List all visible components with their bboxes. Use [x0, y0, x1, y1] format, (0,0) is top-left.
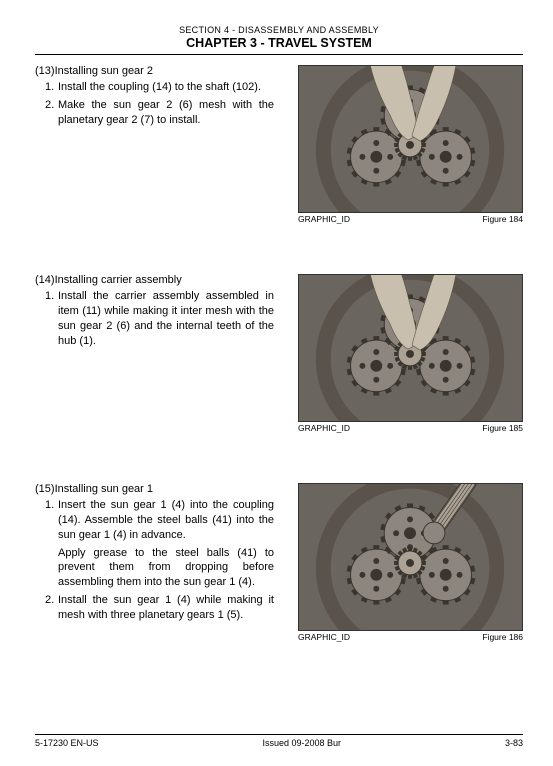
figure-photo — [298, 65, 523, 213]
step-number: (13) — [35, 65, 55, 77]
step-list: 1.Install the coupling (14) to the shaft… — [35, 80, 274, 128]
footer-right: 3-83 — [505, 738, 523, 748]
figure-number: Figure 186 — [482, 632, 523, 642]
footer-center: Issued 09-2008 Bur — [262, 738, 341, 748]
list-number: 1. — [45, 498, 58, 590]
step-heading: (15)Installing sun gear 1 — [35, 483, 274, 495]
chapter-label: CHAPTER 3 - TRAVEL SYSTEM — [35, 36, 523, 50]
list-text: Insert the sun gear 1 (4) into the coupl… — [58, 498, 274, 590]
figure-caption-row: GRAPHIC_ID Figure 186 — [298, 632, 523, 642]
graphic-id: GRAPHIC_ID — [298, 214, 350, 224]
step-heading: (14)Installing carrier assembly — [35, 274, 274, 286]
step-number: (14) — [35, 274, 55, 286]
figure-photo — [298, 274, 523, 422]
list-item: 2.Install the sun gear 1 (4) while makin… — [45, 593, 274, 623]
list-number: 2. — [45, 593, 58, 623]
list-number: 2. — [45, 98, 58, 128]
list-text: Install the coupling (14) to the shaft (… — [58, 80, 274, 95]
list-number: 1. — [45, 80, 58, 95]
step-title: Installing sun gear 2 — [55, 65, 153, 77]
step-number: (15) — [35, 483, 55, 495]
step-list: 1.Insert the sun gear 1 (4) into the cou… — [35, 498, 274, 623]
graphic-id: GRAPHIC_ID — [298, 632, 350, 642]
list-text: Make the sun gear 2 (6) mesh with the pl… — [58, 98, 274, 128]
step-heading: (13)Installing sun gear 2 — [35, 65, 274, 77]
list-text: Install the carrier assembly assembled i… — [58, 289, 274, 348]
page-footer: 5-17230 EN-US Issued 09-2008 Bur 3-83 — [35, 734, 523, 748]
list-number: 1. — [45, 289, 58, 348]
footer-left: 5-17230 EN-US — [35, 738, 99, 748]
figure-photo — [298, 483, 523, 631]
list-text: Install the sun gear 1 (4) while making … — [58, 593, 274, 623]
step-title: Installing carrier assembly — [55, 274, 182, 286]
list-item: 1.Install the coupling (14) to the shaft… — [45, 80, 274, 95]
header-rule — [35, 54, 523, 55]
figure-caption-row: GRAPHIC_ID Figure 184 — [298, 214, 523, 224]
list-item: 1.Insert the sun gear 1 (4) into the cou… — [45, 498, 274, 590]
figure-number: Figure 184 — [482, 214, 523, 224]
step-title: Installing sun gear 1 — [55, 483, 153, 495]
instruction-block: (15)Installing sun gear 1 1.Insert the su… — [35, 483, 523, 642]
list-item: 2.Make the sun gear 2 (6) mesh with the … — [45, 98, 274, 128]
figure-number: Figure 185 — [482, 423, 523, 433]
instruction-block: (14)Installing carrier assembly1.Install… — [35, 274, 523, 433]
list-item: 1.Install the carrier assembly assembled… — [45, 289, 274, 348]
figure-caption-row: GRAPHIC_ID Figure 185 — [298, 423, 523, 433]
list-subtext: Apply grease to the steel balls (41) to … — [58, 546, 274, 591]
graphic-id: GRAPHIC_ID — [298, 423, 350, 433]
instruction-block: (13)Installing sun gear 2 1.Install the c… — [35, 65, 523, 224]
step-list: 1.Install the carrier assembly assembled… — [35, 289, 274, 348]
section-label: SECTION 4 - DISASSEMBLY AND ASSEMBLY — [35, 25, 523, 35]
